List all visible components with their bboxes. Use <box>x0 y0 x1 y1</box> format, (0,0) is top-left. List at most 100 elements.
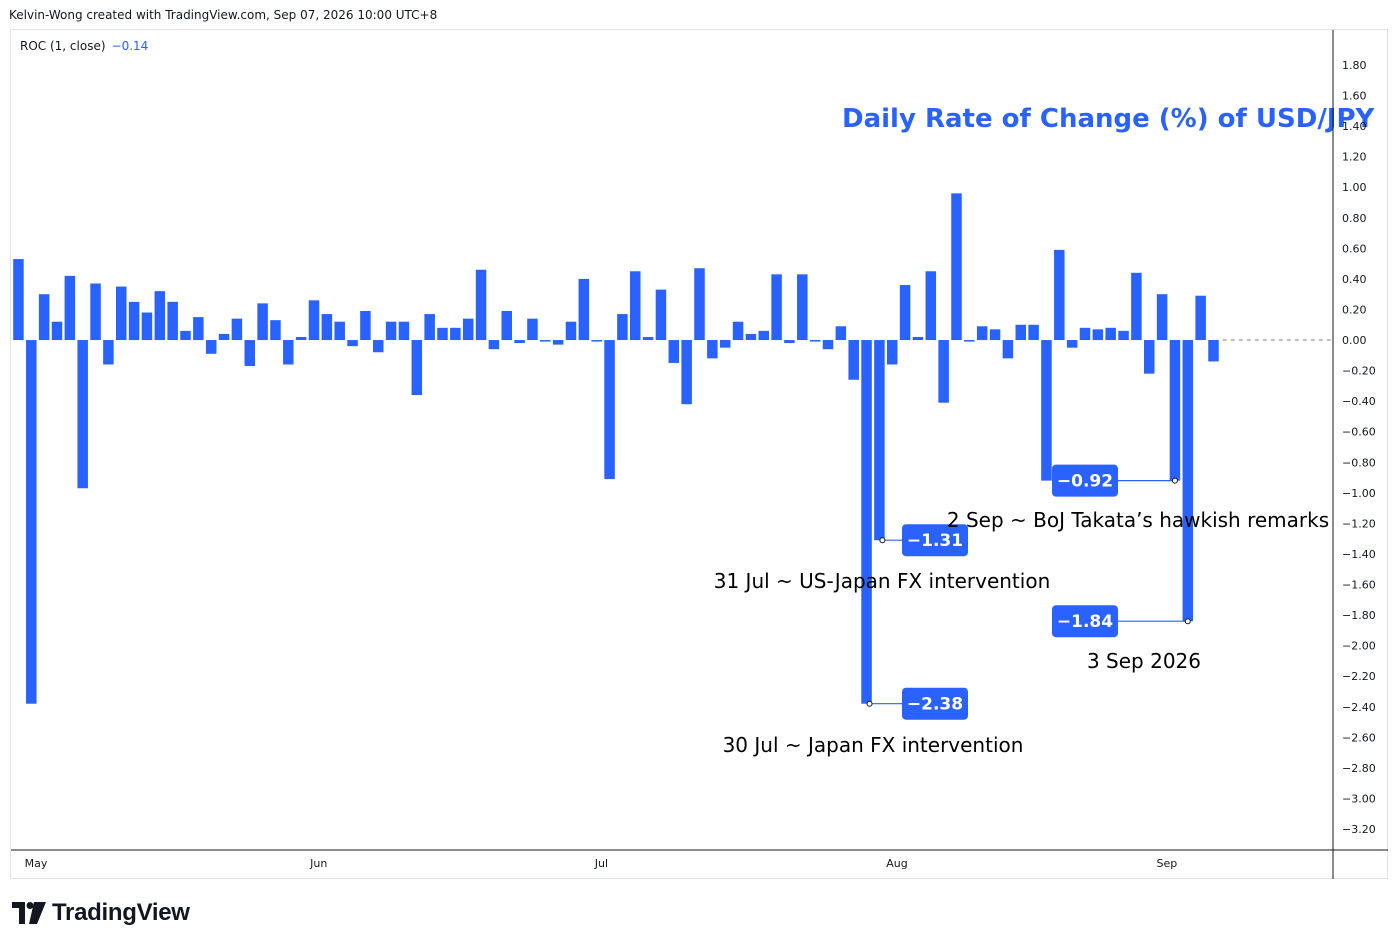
roc-bar[interactable] <box>13 259 24 341</box>
roc-bar[interactable] <box>128 301 140 341</box>
roc-bar[interactable] <box>681 340 692 405</box>
roc-bar[interactable] <box>899 285 911 341</box>
roc-bar[interactable] <box>90 283 101 341</box>
roc-bar[interactable] <box>360 311 371 341</box>
roc-bar[interactable] <box>193 317 204 341</box>
roc-bar[interactable] <box>295 336 307 341</box>
roc-bar[interactable] <box>1079 327 1091 341</box>
roc-bar[interactable] <box>1092 329 1104 341</box>
roc-bar[interactable] <box>925 271 937 341</box>
roc-bar[interactable] <box>719 340 731 348</box>
roc-bar[interactable] <box>488 340 500 350</box>
roc-bar[interactable] <box>835 326 847 341</box>
roc-bar[interactable] <box>989 329 1001 341</box>
roc-bar[interactable] <box>771 274 782 341</box>
roc-bar[interactable] <box>475 269 487 341</box>
roc-bar[interactable] <box>1002 340 1014 359</box>
value-tag[interactable] <box>1052 464 1118 497</box>
roc-bar[interactable] <box>501 311 513 341</box>
roc-bar[interactable] <box>321 314 333 341</box>
roc-bar[interactable] <box>154 291 166 341</box>
roc-bar[interactable] <box>1105 327 1116 341</box>
value-tag[interactable] <box>902 524 968 557</box>
roc-bar[interactable] <box>180 330 191 341</box>
roc-bar[interactable] <box>745 333 757 341</box>
roc-bar[interactable] <box>758 330 770 341</box>
roc-bar[interactable] <box>630 271 641 341</box>
roc-bar[interactable] <box>1208 340 1219 362</box>
value-tag[interactable] <box>902 687 968 720</box>
roc-bar[interactable] <box>334 321 345 341</box>
roc-bar[interactable] <box>951 193 962 341</box>
roc-bar[interactable] <box>887 340 898 365</box>
roc-bar[interactable] <box>77 340 88 489</box>
roc-bar[interactable] <box>1118 330 1129 341</box>
roc-bar[interactable] <box>912 336 924 341</box>
roc-bar[interactable] <box>604 340 615 480</box>
roc-bar[interactable] <box>411 340 423 396</box>
roc-bar[interactable] <box>257 303 268 341</box>
roc-bar[interactable] <box>668 340 680 363</box>
roc-bar[interactable] <box>205 340 217 354</box>
roc-bar[interactable] <box>1015 324 1027 341</box>
roc-bar[interactable] <box>617 314 628 341</box>
roc-bar[interactable] <box>565 321 577 341</box>
tradingview-logo[interactable]: TradingView <box>12 899 190 927</box>
roc-bar[interactable] <box>385 321 397 341</box>
roc-bar[interactable] <box>552 340 564 345</box>
roc-bar[interactable] <box>1054 249 1065 341</box>
roc-bar[interactable] <box>244 340 256 367</box>
roc-bar[interactable] <box>1182 340 1194 622</box>
value-tag[interactable] <box>1052 605 1118 638</box>
roc-bar[interactable] <box>655 289 667 341</box>
roc-bar[interactable] <box>514 340 525 344</box>
roc-bar[interactable] <box>398 321 410 341</box>
roc-bar[interactable] <box>938 340 949 403</box>
roc-bar[interactable] <box>578 278 590 341</box>
indicator-legend[interactable]: ROC (1, close) −0.14 <box>20 39 148 53</box>
roc-bar[interactable] <box>861 340 872 704</box>
roc-bar[interactable] <box>848 340 859 380</box>
roc-bar[interactable] <box>527 318 538 341</box>
roc-bar[interactable] <box>1156 294 1168 341</box>
roc-bar[interactable] <box>103 340 114 365</box>
roc-bar[interactable] <box>437 327 448 341</box>
roc-bar[interactable] <box>218 333 230 341</box>
roc-bar[interactable] <box>283 340 294 365</box>
roc-bar[interactable] <box>976 326 988 341</box>
roc-bar[interactable] <box>707 340 718 359</box>
roc-bar[interactable] <box>1195 295 1206 341</box>
roc-bar[interactable] <box>116 286 127 341</box>
roc-bar[interactable] <box>450 327 461 341</box>
roc-bar[interactable] <box>732 321 744 341</box>
roc-bar[interactable] <box>64 275 76 341</box>
roc-bar[interactable] <box>591 340 602 342</box>
roc-bar[interactable] <box>231 318 243 341</box>
roc-bar[interactable] <box>797 274 808 341</box>
roc-bar[interactable] <box>540 340 551 342</box>
roc-bar[interactable] <box>1041 340 1052 481</box>
roc-bar[interactable] <box>462 318 474 341</box>
roc-bar[interactable] <box>1028 324 1039 341</box>
roc-bar[interactable] <box>424 314 435 341</box>
roc-bar[interactable] <box>167 301 178 341</box>
roc-bar[interactable] <box>1131 272 1142 341</box>
roc-bar[interactable] <box>809 340 821 342</box>
roc-bar[interactable] <box>642 336 654 341</box>
roc-bar[interactable] <box>1144 340 1155 374</box>
roc-bar[interactable] <box>308 300 320 341</box>
roc-bar[interactable] <box>26 340 37 704</box>
roc-bar[interactable] <box>822 340 834 350</box>
roc-bar[interactable] <box>694 268 705 341</box>
roc-bar[interactable] <box>270 320 281 341</box>
roc-bar[interactable] <box>38 294 50 341</box>
roc-bar[interactable] <box>1169 340 1181 481</box>
roc-bar[interactable] <box>964 340 975 342</box>
roc-bar[interactable] <box>141 312 153 341</box>
roc-bar[interactable] <box>1066 340 1078 348</box>
roc-bar[interactable] <box>347 340 358 347</box>
roc-bar[interactable] <box>373 340 384 353</box>
roc-bar[interactable] <box>51 321 63 341</box>
roc-bar[interactable] <box>784 340 795 344</box>
